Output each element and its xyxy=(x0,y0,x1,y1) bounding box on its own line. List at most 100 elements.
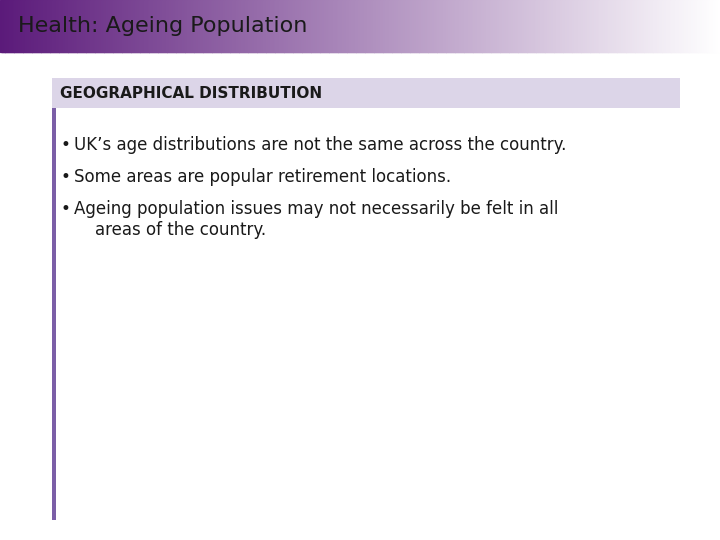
Bar xyxy=(432,0,435,52)
Text: Ageing population issues may not necessarily be felt in all
    areas of the cou: Ageing population issues may not necessa… xyxy=(74,200,559,239)
Bar xyxy=(36,0,39,52)
Bar xyxy=(423,0,426,52)
Bar xyxy=(115,0,118,52)
Bar xyxy=(461,0,464,52)
Bar xyxy=(52,108,56,520)
Bar xyxy=(436,0,438,52)
Bar xyxy=(625,0,627,52)
Bar xyxy=(598,0,600,52)
Bar xyxy=(534,0,537,52)
Bar xyxy=(0,0,3,52)
Bar xyxy=(259,0,262,52)
Bar xyxy=(215,0,217,52)
Bar xyxy=(702,0,705,52)
Bar xyxy=(490,0,492,52)
Text: Health: Ageing Population: Health: Ageing Population xyxy=(18,16,307,36)
Bar xyxy=(441,0,444,52)
Bar xyxy=(43,0,46,52)
Bar xyxy=(102,0,105,52)
Bar xyxy=(580,0,582,52)
Bar xyxy=(698,0,701,52)
Bar xyxy=(621,0,624,52)
Text: •: • xyxy=(60,200,70,218)
Bar xyxy=(142,0,145,52)
Bar xyxy=(353,0,356,52)
Bar xyxy=(256,0,258,52)
Bar xyxy=(521,0,523,52)
Bar xyxy=(344,0,346,52)
Bar xyxy=(347,0,350,52)
Bar xyxy=(6,0,8,52)
Bar xyxy=(562,0,564,52)
Bar xyxy=(99,0,102,52)
Bar xyxy=(374,0,377,52)
Bar xyxy=(657,0,660,52)
Bar xyxy=(325,0,328,52)
Bar xyxy=(497,0,500,52)
Bar xyxy=(263,0,266,52)
Bar xyxy=(108,0,111,52)
Bar xyxy=(513,0,516,52)
Bar xyxy=(122,0,125,52)
Bar xyxy=(652,0,654,52)
Bar xyxy=(590,0,593,52)
Bar xyxy=(464,0,467,52)
Bar xyxy=(662,0,665,52)
Bar xyxy=(446,0,449,52)
Text: •: • xyxy=(60,136,70,154)
Bar xyxy=(52,78,680,108)
Bar xyxy=(695,0,698,52)
Bar xyxy=(162,0,165,52)
Bar xyxy=(292,0,294,52)
Bar xyxy=(288,0,291,52)
Bar xyxy=(690,0,692,52)
Bar xyxy=(529,0,532,52)
Bar xyxy=(484,0,487,52)
Bar xyxy=(697,0,699,52)
Bar xyxy=(166,0,168,52)
Bar xyxy=(223,0,226,52)
Bar xyxy=(626,0,629,52)
Bar xyxy=(605,0,608,52)
Bar xyxy=(137,0,140,52)
Bar xyxy=(623,0,626,52)
Bar xyxy=(76,0,78,52)
Bar xyxy=(232,0,235,52)
Bar xyxy=(554,0,557,52)
Bar xyxy=(144,0,147,52)
Bar xyxy=(68,0,71,52)
Bar xyxy=(27,0,30,52)
Bar xyxy=(14,0,17,52)
Bar xyxy=(369,0,372,52)
Bar xyxy=(13,0,15,52)
Bar xyxy=(493,0,496,52)
Bar xyxy=(150,0,152,52)
Bar xyxy=(557,0,559,52)
Bar xyxy=(613,0,616,52)
Bar xyxy=(639,0,642,52)
Bar xyxy=(7,0,10,52)
Bar xyxy=(594,0,597,52)
Bar xyxy=(608,0,611,52)
Bar xyxy=(491,0,494,52)
Bar xyxy=(112,0,114,52)
Bar xyxy=(101,0,104,52)
Bar xyxy=(86,0,89,52)
Bar xyxy=(587,0,590,52)
Bar xyxy=(207,0,210,52)
Bar xyxy=(691,0,694,52)
Bar xyxy=(635,0,638,52)
Bar xyxy=(329,0,332,52)
Bar xyxy=(289,0,292,52)
Bar xyxy=(389,0,392,52)
Bar xyxy=(400,0,402,52)
Bar xyxy=(596,0,598,52)
Bar xyxy=(319,0,321,52)
Bar xyxy=(654,0,656,52)
Bar xyxy=(711,0,714,52)
Bar xyxy=(380,0,382,52)
Bar xyxy=(362,0,364,52)
Bar xyxy=(71,0,73,52)
Bar xyxy=(589,0,591,52)
Bar xyxy=(126,0,129,52)
